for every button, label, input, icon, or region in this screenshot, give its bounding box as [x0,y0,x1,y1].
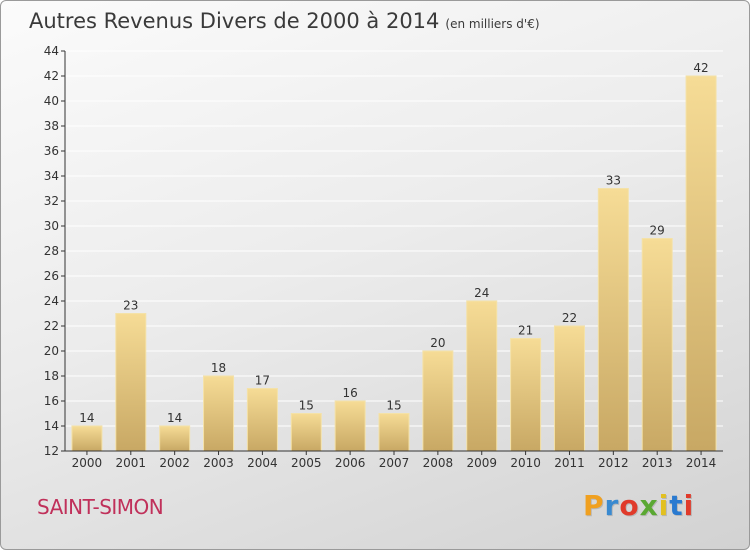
y-tick-label: 22 [44,319,59,333]
value-label: 23 [123,299,138,313]
bar-2004 [247,389,277,452]
logo-letter: t [669,489,683,522]
x-tick-label: 2014 [686,456,717,470]
x-tick-label: 2011 [554,456,585,470]
value-label: 14 [167,411,182,425]
logo-letter: i [659,489,670,522]
bar-2007 [379,414,409,452]
y-tick-label: 20 [44,344,59,358]
bar-2012 [598,189,628,452]
x-tick-label: 2002 [159,456,190,470]
logo-letter: x [640,489,659,522]
y-tick-label: 30 [44,219,59,233]
bar-2009 [467,301,497,451]
y-tick-label: 40 [44,94,59,108]
value-label: 15 [299,399,314,413]
value-label: 17 [255,374,270,388]
logo-letter: o [619,489,639,522]
y-tick-label: 38 [44,119,59,133]
value-label: 22 [562,311,577,325]
y-tick-label: 28 [44,244,59,258]
value-label: 21 [518,324,533,338]
bar-2003 [204,376,234,451]
value-label: 15 [386,399,401,413]
value-label: 14 [79,411,94,425]
bar-2013 [642,239,672,452]
x-tick-label: 2009 [466,456,497,470]
bar-2010 [511,339,541,452]
y-tick-label: 32 [44,194,59,208]
y-tick-label: 36 [44,144,59,158]
x-tick-label: 2000 [72,456,103,470]
proxiti-logo[interactable]: Proxiti [583,489,694,522]
logo-letter: P [583,489,605,522]
x-tick-label: 2013 [642,456,673,470]
bar-2000 [72,426,102,451]
bar-2008 [423,351,453,451]
value-label: 20 [430,336,445,350]
bar-2005 [291,414,321,452]
y-tick-label: 42 [44,69,59,83]
value-label: 18 [211,361,226,375]
x-tick-label: 2012 [598,456,629,470]
x-tick-label: 2010 [510,456,541,470]
y-tick-label: 24 [44,294,59,308]
bars: 14 23 14 18 17 15 16 15 20 24 21 22 33 29 42 [72,61,716,451]
bar-2002 [160,426,190,451]
logo-letter: i [684,489,695,522]
value-label: 29 [650,224,665,238]
y-tick-label: 18 [44,369,59,383]
y-tick-label: 16 [44,394,59,408]
x-tick-label: 2005 [291,456,322,470]
value-label: 33 [606,174,621,188]
y-tick-label: 34 [44,169,59,183]
bar-chart: 14 23 14 18 17 15 16 15 20 24 21 22 33 29 42 12 14 16 18 2… [1,1,749,549]
y-tick-label: 14 [44,419,59,433]
chart-frame: Autres Revenus Divers de 2000 à 2014 (en … [0,0,750,550]
bar-2011 [554,326,584,451]
x-tick-label: 2008 [423,456,454,470]
y-tick-label: 26 [44,269,59,283]
bar-2014 [686,76,716,451]
bar-2001 [116,314,146,452]
x-tick-label: 2003 [203,456,234,470]
y-tick-label: 12 [44,444,59,458]
value-label: 16 [342,386,357,400]
value-label: 42 [693,61,708,75]
commune-name: SAINT-SIMON [37,495,163,519]
x-tick-label: 2007 [379,456,410,470]
bar-2006 [335,401,365,451]
x-tick-label: 2006 [335,456,366,470]
x-tick-label: 2004 [247,456,278,470]
value-label: 24 [474,286,489,300]
logo-letter: r [605,489,620,522]
x-tick-label: 2001 [116,456,147,470]
y-tick-label: 44 [44,44,59,58]
